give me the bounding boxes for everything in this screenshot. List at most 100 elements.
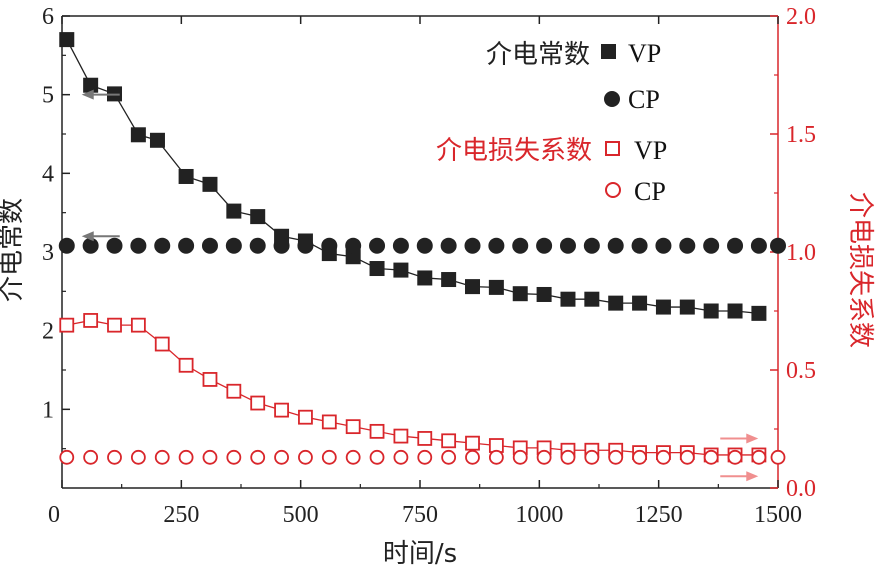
legend-vp-open-square-marker — [605, 141, 620, 156]
data-point-open-square — [83, 313, 99, 328]
data-point-circle — [488, 237, 505, 254]
data-point-open-circle — [608, 449, 624, 465]
data-point-circle — [655, 237, 672, 254]
y-right-tick-label: 0.0 — [786, 476, 816, 502]
y-axis-title-left: 介电常数 — [0, 198, 27, 302]
data-point-square — [560, 291, 576, 307]
data-point-open-circle — [298, 449, 313, 465]
data-point-square — [584, 291, 600, 307]
data-point-square — [369, 261, 385, 277]
data-point-circle — [225, 237, 242, 254]
legend-group1-label: 介电常数 — [486, 40, 590, 70]
data-point-circle — [392, 237, 409, 254]
legend-group2-label: 介电损失系数 — [436, 136, 592, 166]
data-point-open-circle — [321, 449, 337, 465]
data-point-open-square — [465, 435, 480, 451]
data-point-square — [417, 270, 433, 286]
axes-layer: 0 250 500 750 1000 1250 1500 1 2 3 4 5 6 0.0 0.5 1.0 1.5… — [42, 4, 816, 528]
data-point-open-square — [59, 317, 75, 333]
data-point-square — [250, 209, 266, 225]
data-point-open-circle — [83, 449, 99, 465]
data-point-circle — [750, 237, 767, 254]
arrow-head — [81, 89, 94, 100]
data-point-open-circle — [59, 449, 75, 465]
data-point-square — [632, 295, 648, 311]
data-point-open-circle — [727, 449, 743, 465]
series-layer — [58, 32, 786, 465]
x-tick-label: 1000 — [515, 502, 563, 528]
data-point-open-square — [345, 419, 361, 435]
x-axis-title: 时间/s — [383, 539, 457, 569]
data-point-circle — [249, 237, 266, 254]
data-point-circle — [770, 237, 786, 254]
data-point-square — [393, 262, 409, 278]
data-point-square — [149, 132, 165, 148]
data-point-open-square — [250, 395, 266, 411]
y-right-tick-label: 2.0 — [786, 4, 816, 30]
legend-cp-label: CP — [628, 85, 660, 114]
data-point-open-square — [202, 372, 218, 387]
data-point-square — [488, 279, 504, 295]
series-1 — [58, 237, 786, 254]
data-point-open-circle — [417, 449, 433, 465]
legend: 介电常数 VP CP 介电损失系数 VP CP — [436, 39, 667, 206]
arrow-right-vp-icon — [720, 433, 759, 444]
y-right-tick-label: 1.5 — [786, 122, 816, 148]
data-point-circle — [559, 237, 576, 254]
legend-cp-filled-circle-marker — [604, 91, 620, 107]
legend-vp-label: VP — [628, 39, 661, 68]
data-point-open-circle — [488, 449, 504, 465]
data-point-open-circle — [369, 449, 385, 465]
data-point-square — [345, 249, 361, 265]
series-2 — [59, 313, 767, 463]
data-point-open-circle — [345, 449, 361, 465]
x-tick-label: 1250 — [635, 502, 683, 528]
data-point-open-square — [417, 431, 433, 446]
series-line — [66, 319, 759, 456]
data-point-open-circle — [703, 449, 719, 465]
data-point-circle — [130, 237, 147, 254]
data-point-open-circle — [770, 449, 786, 465]
data-point-circle — [727, 237, 744, 254]
data-point-open-square — [226, 383, 242, 399]
data-point-open-circle — [107, 449, 122, 465]
data-point-circle — [679, 237, 696, 254]
annotation-layer — [81, 89, 759, 482]
arrow-left-vp-icon — [81, 89, 120, 100]
x-tick-label: 1500 — [754, 502, 802, 528]
data-point-square — [202, 176, 218, 192]
data-point-square — [178, 168, 194, 184]
data-point-square — [727, 303, 743, 319]
data-point-square — [83, 77, 99, 93]
legend-cp-label-2: CP — [634, 177, 666, 206]
data-point-open-square — [393, 428, 409, 444]
data-point-circle — [154, 237, 171, 254]
data-point-open-circle — [178, 449, 194, 465]
data-point-circle — [106, 237, 123, 254]
data-point-square — [512, 286, 528, 302]
data-point-circle — [201, 237, 218, 254]
data-point-open-circle — [393, 449, 409, 465]
data-point-open-square — [441, 433, 457, 449]
data-point-square — [465, 279, 481, 295]
data-point-open-circle — [584, 449, 600, 465]
data-point-open-circle — [226, 449, 242, 465]
data-point-circle — [82, 237, 99, 254]
arrow-head — [746, 471, 759, 482]
data-point-open-circle — [274, 449, 289, 465]
data-point-open-circle — [250, 449, 266, 465]
y-right-tick-label: 0.5 — [786, 358, 816, 384]
data-point-open-circle — [679, 449, 695, 465]
data-point-open-circle — [441, 449, 457, 465]
data-point-square — [536, 286, 552, 302]
data-point-open-circle — [130, 449, 146, 465]
data-point-square — [679, 299, 695, 315]
data-point-open-circle — [536, 449, 552, 465]
data-point-open-circle — [751, 449, 767, 465]
arrow-head — [746, 433, 759, 444]
data-point-square — [226, 203, 242, 219]
legend-cp-open-circle-marker — [605, 182, 621, 198]
y-left-tick-label: 1 — [42, 397, 54, 423]
data-point-circle — [464, 237, 481, 254]
